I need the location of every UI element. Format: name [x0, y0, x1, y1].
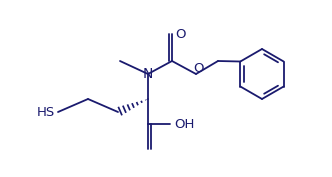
Text: HS: HS — [37, 105, 55, 118]
Text: OH: OH — [174, 118, 194, 130]
Text: O: O — [175, 27, 185, 41]
Text: N: N — [143, 67, 153, 81]
Text: O: O — [193, 62, 203, 76]
